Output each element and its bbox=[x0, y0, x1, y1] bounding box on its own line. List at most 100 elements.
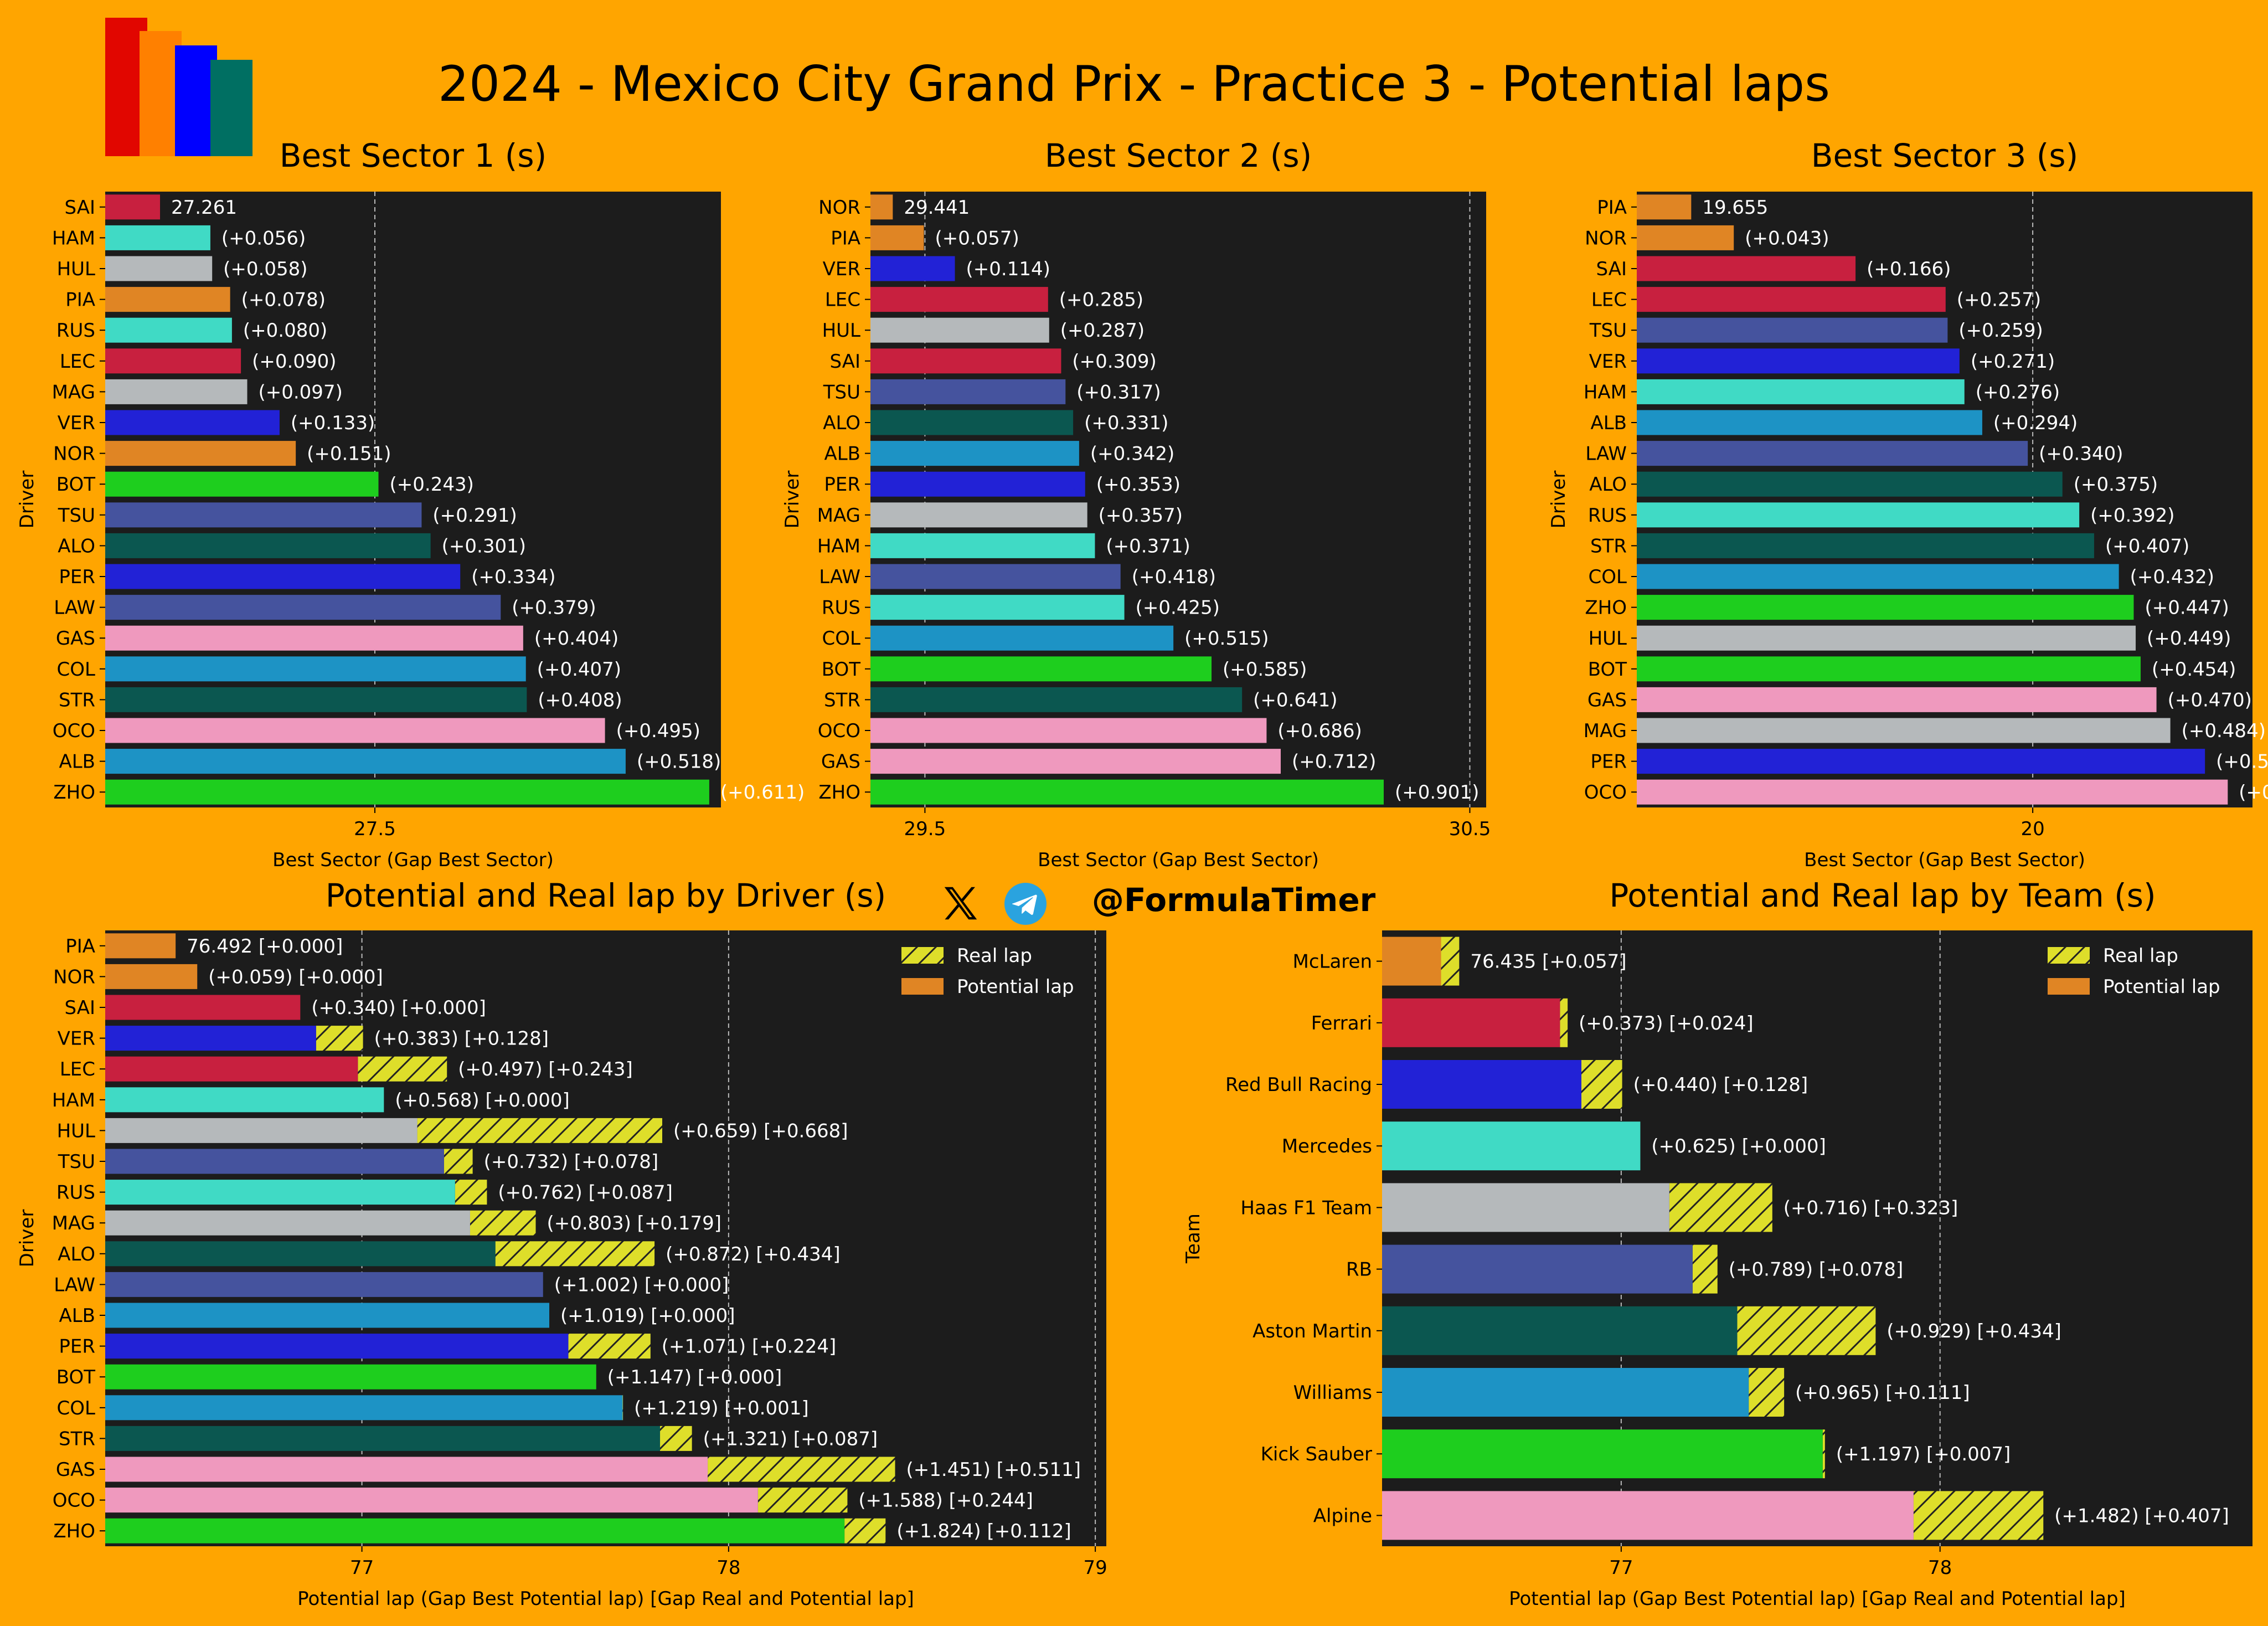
bar-rb bbox=[1382, 1244, 1693, 1294]
category-label: ALB bbox=[59, 751, 95, 773]
x-axis-label: Best Sector (Gap Best Sector) bbox=[272, 849, 554, 871]
data-label: (+0.789) [+0.078] bbox=[1729, 1259, 1904, 1281]
category-label: HAM bbox=[1584, 381, 1627, 403]
data-label: (+0.449) bbox=[2147, 627, 2231, 650]
bar-pia bbox=[1637, 194, 1692, 220]
data-label: (+0.447) bbox=[2145, 597, 2229, 619]
bar-per bbox=[1637, 749, 2205, 774]
bar-ver bbox=[1637, 348, 1960, 374]
real-lap-bar bbox=[844, 1518, 886, 1543]
data-label: (+0.291) bbox=[432, 505, 517, 527]
data-label: (+0.497) [+0.243] bbox=[458, 1058, 633, 1080]
bar-zho bbox=[105, 1518, 845, 1543]
bar-ver bbox=[870, 256, 955, 281]
category-label: TSU bbox=[58, 505, 95, 527]
data-label: (+0.097) bbox=[258, 381, 342, 403]
data-label: (+0.383) [+0.128] bbox=[374, 1028, 549, 1050]
category-label: ZHO bbox=[53, 781, 95, 804]
real-lap-bar bbox=[622, 1395, 623, 1421]
data-label: (+0.542) bbox=[2239, 781, 2268, 804]
data-label: (+1.147) [+0.000] bbox=[607, 1366, 782, 1388]
x-tick-label: 30.5 bbox=[1449, 818, 1491, 840]
bar-gas bbox=[1637, 687, 2157, 712]
category-label: OCO bbox=[818, 720, 860, 742]
bar-hul bbox=[1637, 625, 2136, 651]
category-label: OCO bbox=[53, 720, 95, 742]
data-label: 76.492 [+0.000] bbox=[187, 935, 343, 958]
data-label: (+0.371) bbox=[1106, 535, 1190, 557]
bar-kick-sauber bbox=[1382, 1429, 1823, 1479]
bar-col bbox=[105, 1395, 623, 1421]
real-lap-bar bbox=[1581, 1060, 1622, 1109]
category-label: OCO bbox=[1584, 781, 1627, 804]
bar-zho bbox=[870, 779, 1384, 805]
legend-swatch-potential bbox=[901, 978, 944, 995]
x-logo-icon bbox=[944, 887, 977, 920]
data-label: (+0.056) bbox=[221, 227, 306, 249]
category-label: Alpine bbox=[1313, 1505, 1372, 1527]
bar-per bbox=[105, 564, 461, 589]
bar-nor bbox=[105, 441, 296, 466]
data-label: 19.655 bbox=[1702, 197, 1768, 219]
category-label: GAS bbox=[821, 751, 860, 773]
bar-lec bbox=[105, 1056, 358, 1082]
data-label: (+0.043) bbox=[1745, 227, 1829, 249]
chart-title-team-laps: Potential and Real lap by Team (s) bbox=[1609, 877, 2156, 914]
bar-oco bbox=[105, 1488, 758, 1513]
bar-alb bbox=[105, 749, 626, 774]
data-label: (+0.078) bbox=[241, 289, 326, 311]
bar-per bbox=[870, 471, 1085, 497]
category-label: Aston Martin bbox=[1252, 1320, 1372, 1342]
bar-zho bbox=[1637, 595, 2134, 620]
category-label: LAW bbox=[54, 1274, 95, 1296]
bar-sai bbox=[870, 348, 1061, 374]
y-axis-label: Team bbox=[1182, 1213, 1204, 1264]
real-lap-bar bbox=[1737, 1306, 1876, 1355]
bar-mclaren bbox=[1382, 937, 1441, 986]
category-label: SAI bbox=[65, 197, 96, 219]
data-label: (+0.518) bbox=[637, 751, 721, 773]
real-lap-bar bbox=[417, 1118, 662, 1143]
category-label: RUS bbox=[56, 1182, 95, 1204]
x-tick-label: 79 bbox=[1083, 1557, 1107, 1579]
bar-hul bbox=[870, 317, 1049, 343]
category-label: TSU bbox=[823, 381, 860, 403]
telegram-icon bbox=[1004, 883, 1047, 925]
bar-ham bbox=[870, 533, 1095, 558]
category-label: Red Bull Racing bbox=[1225, 1074, 1372, 1096]
data-label: (+0.271) bbox=[1971, 351, 2055, 373]
category-label: HUL bbox=[1589, 627, 1627, 650]
category-label: RUS bbox=[822, 597, 860, 619]
category-label: LAW bbox=[1585, 443, 1627, 465]
data-label: (+0.408) bbox=[538, 689, 622, 711]
category-label: ZHO bbox=[1585, 597, 1627, 619]
bar-ver bbox=[105, 1026, 316, 1051]
category-label: HAM bbox=[817, 535, 860, 557]
category-label: Ferrari bbox=[1311, 1012, 1372, 1035]
data-label: (+0.166) bbox=[1867, 258, 1951, 280]
data-label: (+1.451) [+0.511] bbox=[906, 1459, 1081, 1481]
x-tick-label: 78 bbox=[1928, 1557, 1952, 1579]
bar-ham bbox=[1637, 379, 1965, 404]
legend-swatch-potential bbox=[2048, 978, 2090, 995]
category-label: Haas F1 Team bbox=[1240, 1197, 1372, 1219]
bar-nor bbox=[1637, 225, 1734, 250]
bar-col bbox=[1637, 564, 2119, 589]
logo-bar-blue bbox=[175, 45, 217, 156]
bar-per bbox=[105, 1334, 569, 1359]
real-lap-bar bbox=[708, 1457, 895, 1482]
data-label: (+0.470) bbox=[2168, 689, 2252, 711]
category-label: MAG bbox=[1584, 720, 1627, 742]
real-lap-bar bbox=[1913, 1491, 2044, 1540]
y-axis-label: Driver bbox=[1548, 471, 1570, 529]
bar-alo bbox=[105, 1241, 496, 1267]
category-label: Kick Sauber bbox=[1261, 1443, 1372, 1465]
category-label: ALB bbox=[59, 1305, 95, 1327]
data-label: (+0.287) bbox=[1060, 320, 1145, 342]
category-label: ZHO bbox=[818, 781, 860, 804]
x-tick-label: 77 bbox=[350, 1557, 374, 1579]
data-label: (+0.379) bbox=[512, 597, 596, 619]
bar-str bbox=[105, 1426, 661, 1451]
